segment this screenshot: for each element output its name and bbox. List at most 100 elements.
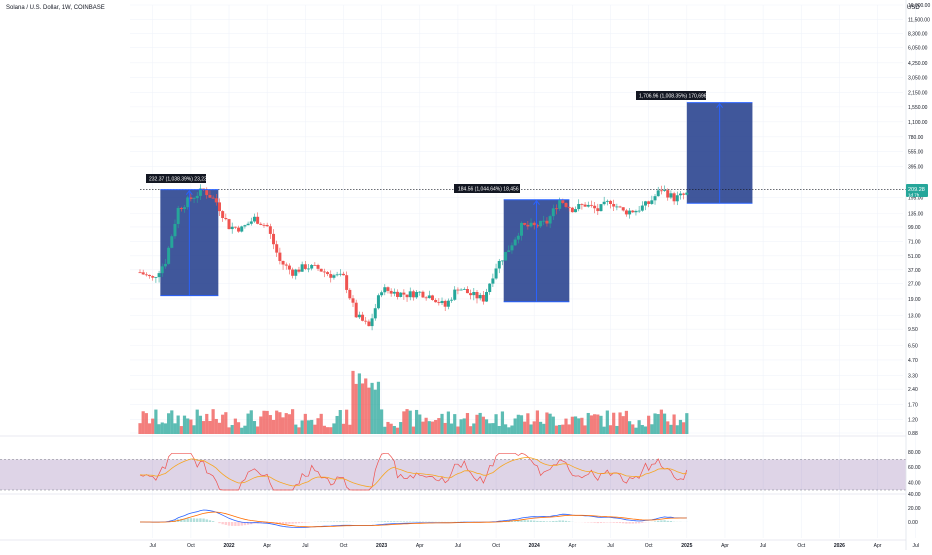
- candle: [294, 269, 297, 280]
- price-axis-label: 1,550.00: [908, 105, 928, 111]
- volume-bar: [590, 415, 593, 434]
- candle: [374, 304, 377, 321]
- candle: [406, 295, 409, 302]
- price-axis-label: 27.00: [908, 282, 921, 288]
- volume-bars: [138, 371, 688, 434]
- candle: [355, 300, 358, 318]
- volume-bar: [510, 426, 513, 434]
- candle: [231, 223, 234, 234]
- volume-bar: [660, 410, 663, 434]
- candle: [247, 222, 250, 226]
- volume-bar: [685, 413, 688, 434]
- volume-bar: [657, 414, 660, 434]
- volume-bar: [161, 422, 164, 434]
- candle: [269, 224, 272, 239]
- candle: [275, 241, 278, 257]
- macd-histogram-bar: [660, 520, 662, 522]
- volume-bar: [278, 412, 281, 434]
- macd-histogram-bar: [619, 522, 621, 523]
- macd-histogram-bar: [603, 522, 605, 523]
- macd-histogram-bar: [641, 522, 643, 523]
- macd-histogram-bar: [517, 521, 519, 522]
- candle: [339, 269, 342, 276]
- volume-bar: [596, 415, 599, 434]
- volume-bar: [186, 418, 189, 434]
- volume-bar: [154, 410, 157, 434]
- macd-histogram-bar: [533, 521, 535, 522]
- volume-bar: [514, 418, 517, 434]
- volume-bar: [313, 425, 316, 434]
- macd-histogram-bar: [520, 520, 522, 522]
- volume-bar: [666, 421, 669, 434]
- volume-bar: [434, 420, 437, 434]
- candle: [326, 271, 329, 276]
- volume-bar: [351, 371, 354, 434]
- volume-bar: [390, 424, 393, 434]
- volume-bar: [224, 412, 227, 434]
- macd-histogram-bar: [403, 521, 405, 522]
- volume-bar: [485, 419, 488, 434]
- candle: [313, 262, 316, 266]
- measure-label-1: 232.37 (1,038.39%) 23,237: [146, 174, 210, 183]
- macd-histogram-bar: [530, 520, 532, 522]
- candle: [612, 200, 615, 211]
- candle: [625, 209, 628, 217]
- macd-histogram-bar: [549, 521, 551, 522]
- candle: [386, 286, 389, 293]
- macd-histogram-bar: [616, 522, 618, 523]
- volume-bar: [167, 413, 170, 434]
- volume-bar: [599, 416, 602, 434]
- volume-bar: [622, 416, 625, 434]
- candle: [647, 201, 650, 207]
- candle: [469, 290, 472, 300]
- volume-bar: [491, 423, 494, 434]
- candle: [253, 214, 256, 223]
- volume-bar: [269, 415, 272, 434]
- volume-bar: [409, 411, 412, 434]
- candle: [250, 218, 253, 226]
- time-axis-label: 2023: [376, 543, 387, 549]
- candle: [358, 312, 361, 319]
- candle: [663, 185, 666, 191]
- volume-bar: [361, 383, 364, 434]
- volume-bar: [444, 423, 447, 434]
- volume-bar: [638, 420, 641, 434]
- macd-histogram-bar: [654, 521, 656, 522]
- candle: [297, 267, 300, 274]
- candle: [393, 289, 396, 297]
- macd-histogram-bar: [539, 521, 541, 522]
- volume-bar: [342, 424, 345, 434]
- rsi-band: [0, 459, 906, 490]
- volume-bar: [539, 422, 542, 434]
- volume-bar: [593, 414, 596, 434]
- volume-bar: [418, 414, 421, 434]
- time-axis-label: 2025: [681, 543, 692, 549]
- candle: [453, 286, 456, 301]
- price-axis-label: 2,150.00: [908, 91, 928, 97]
- volume-bar: [396, 428, 399, 434]
- macd-histogram-bar: [202, 519, 204, 522]
- volume-bar: [615, 426, 618, 434]
- currency-label[interactable]: USD: [907, 5, 920, 11]
- volume-bar: [542, 424, 545, 434]
- price-axis-label: 13.00: [908, 313, 921, 319]
- candle: [377, 293, 380, 309]
- volume-bar: [288, 414, 291, 434]
- macd-axis-label: 20.00: [908, 506, 921, 512]
- time-axis-label: Oct: [187, 543, 195, 549]
- macd-histogram-bar: [568, 521, 570, 522]
- macd-histogram-bar: [399, 521, 401, 522]
- macd-histogram-bar: [193, 518, 195, 522]
- candle: [504, 252, 507, 261]
- volume-bar: [180, 426, 183, 434]
- volume-bar: [380, 409, 383, 434]
- macd-histogram-bar: [657, 521, 659, 522]
- candle: [415, 290, 418, 299]
- macd-histogram-bar: [186, 518, 188, 522]
- candle: [367, 320, 370, 327]
- price-axis-label: 1.20: [908, 417, 918, 423]
- volume-bar: [196, 410, 199, 434]
